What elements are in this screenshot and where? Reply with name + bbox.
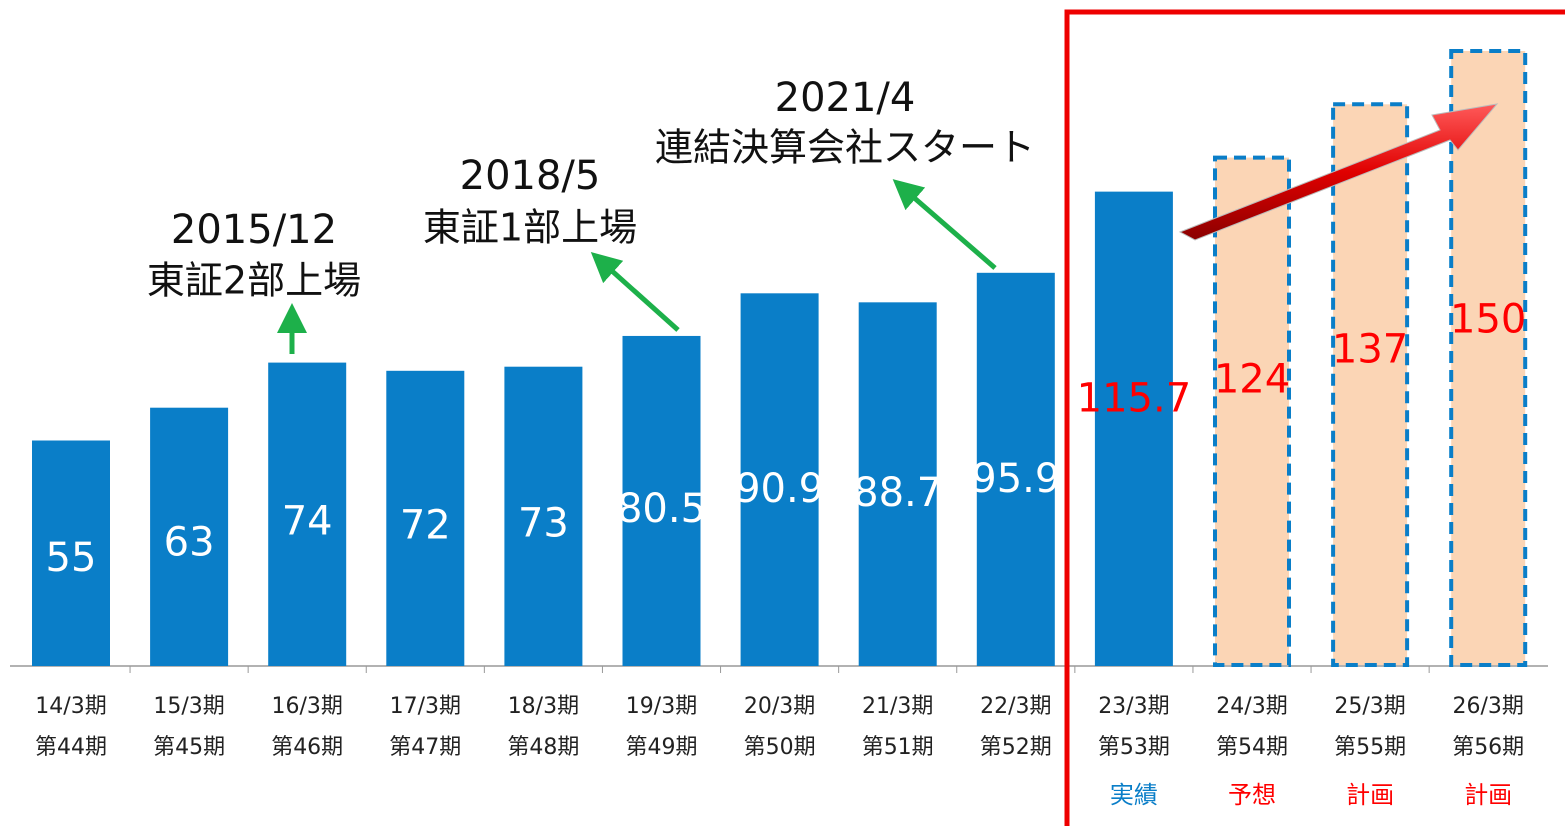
data-label: 137 — [1332, 326, 1408, 372]
x-tick-label: 22/3期 — [980, 694, 1051, 719]
annotation-text: 東証1部上場 — [423, 206, 637, 250]
data-label: 73 — [518, 500, 569, 546]
annotation-date: 2021/4 — [775, 75, 916, 121]
x-tick-label: 15/3期 — [153, 694, 224, 719]
annotation-date: 2015/12 — [171, 207, 337, 253]
x-tick-label: 18/3期 — [508, 694, 579, 719]
data-label: 63 — [164, 520, 215, 566]
period-label: 第48期 — [507, 735, 579, 760]
period-label: 第47期 — [389, 735, 461, 760]
data-label: 150 — [1450, 297, 1526, 343]
annotation-date: 2018/5 — [460, 153, 601, 199]
bar — [1215, 158, 1289, 665]
x-tick-label: 23/3期 — [1098, 694, 1169, 719]
data-label: 124 — [1214, 356, 1290, 402]
data-label: 80.5 — [617, 486, 706, 532]
x-tick-label: 24/3期 — [1216, 694, 1287, 719]
status-label: 実績 — [1110, 781, 1158, 809]
period-label: 第45期 — [153, 735, 225, 760]
x-tick-label: 19/3期 — [626, 694, 697, 719]
annotation-text: 連結決算会社スタート — [655, 126, 1035, 170]
data-label: 115.7 — [1077, 375, 1192, 421]
x-tick-label: 14/3期 — [35, 694, 106, 719]
period-label: 第53期 — [1098, 735, 1170, 760]
period-label: 第44期 — [35, 735, 107, 760]
period-label: 第49期 — [626, 735, 698, 760]
period-label: 第55期 — [1334, 735, 1406, 760]
annotation-arrow — [602, 262, 678, 330]
period-label: 第51期 — [862, 735, 934, 760]
status-label: 予想 — [1228, 781, 1276, 809]
period-label: 第52期 — [980, 735, 1052, 760]
bar — [1333, 104, 1407, 665]
annotation-arrow — [904, 189, 995, 268]
data-label: 72 — [400, 502, 451, 548]
chart: 55 14/3期第44期 63 15/3期第45期 74 16/3期第46期 72 17/3期… — [0, 0, 1565, 826]
x-tick-label: 20/3期 — [744, 694, 815, 719]
data-label: 88.7 — [853, 470, 942, 516]
bar — [1095, 192, 1173, 666]
data-label: 95.9 — [971, 456, 1060, 502]
period-label: 第56期 — [1452, 735, 1524, 760]
data-label: 90.9 — [735, 466, 824, 512]
x-tick-label: 16/3期 — [271, 694, 342, 719]
period-label: 第46期 — [271, 735, 343, 760]
annotation-text: 東証2部上場 — [147, 259, 361, 303]
status-label: 計画 — [1346, 781, 1394, 809]
data-label: 55 — [46, 535, 97, 581]
x-tick-label: 21/3期 — [862, 694, 933, 719]
period-label: 第54期 — [1216, 735, 1288, 760]
x-tick-label: 17/3期 — [390, 694, 461, 719]
period-label: 第50期 — [744, 735, 816, 760]
x-tick-label: 26/3期 — [1452, 694, 1523, 719]
data-label: 74 — [282, 498, 333, 544]
status-label: 計画 — [1464, 781, 1512, 809]
x-tick-label: 25/3期 — [1334, 694, 1405, 719]
